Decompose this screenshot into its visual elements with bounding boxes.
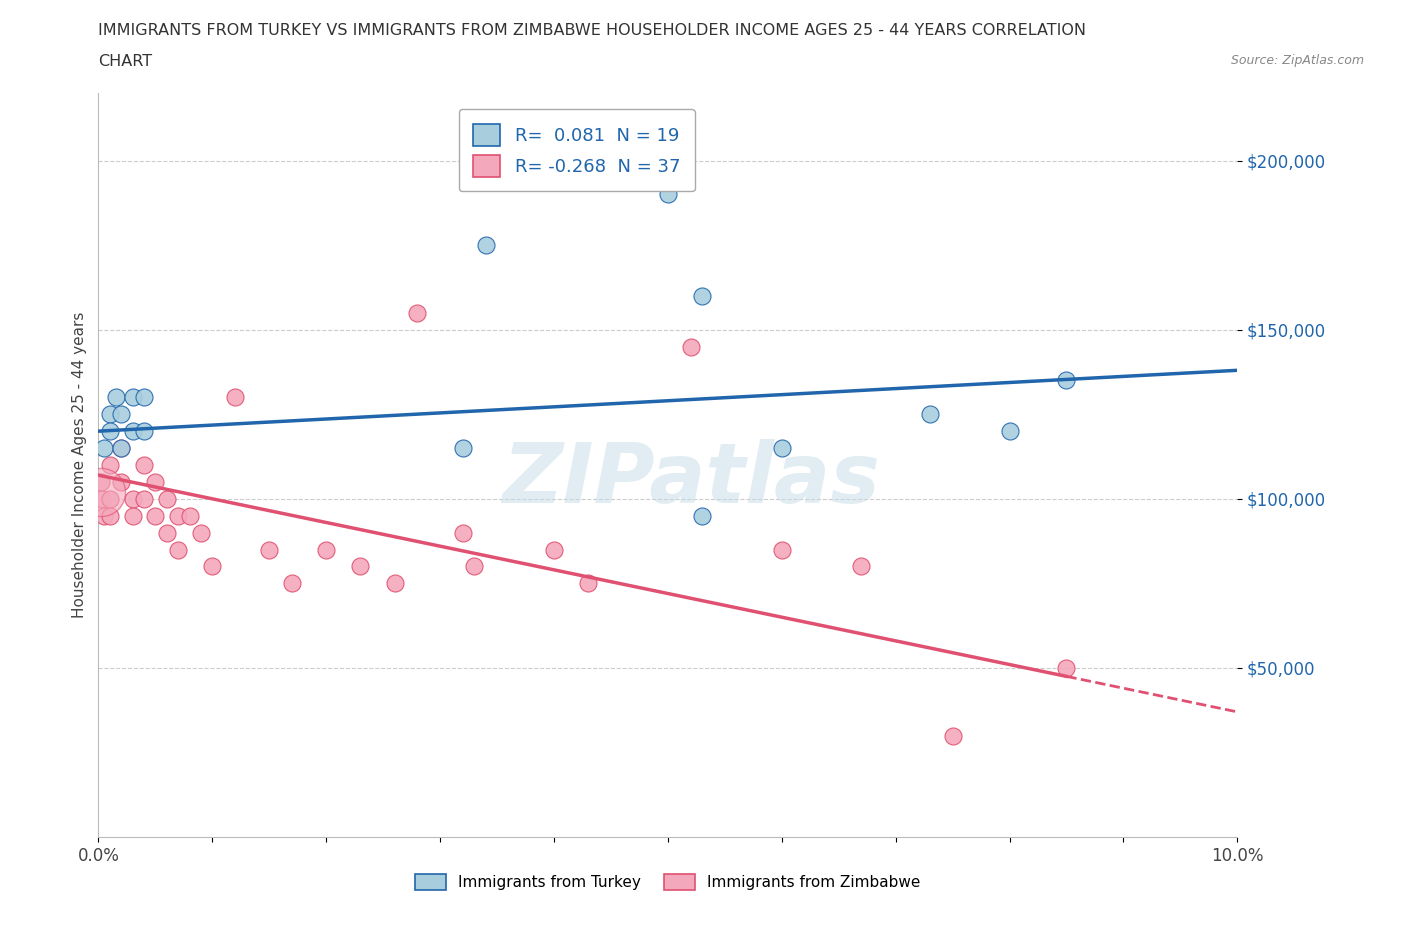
Point	[657, 187, 679, 202]
Point	[98, 509, 121, 524]
Point	[690, 288, 713, 303]
Point	[98, 491, 121, 506]
Point	[104, 390, 127, 405]
Point	[315, 542, 337, 557]
Text: ZIPatlas: ZIPatlas	[502, 439, 880, 521]
Point	[690, 509, 713, 524]
Point	[451, 525, 474, 540]
Point	[110, 406, 132, 421]
Point	[90, 485, 112, 499]
Point	[98, 424, 121, 439]
Point	[201, 559, 224, 574]
Text: CHART: CHART	[98, 54, 152, 69]
Point	[121, 491, 143, 506]
Point	[132, 458, 155, 472]
Point	[281, 576, 304, 591]
Point	[406, 305, 429, 320]
Point	[679, 339, 702, 354]
Point	[942, 728, 965, 743]
Point	[463, 559, 485, 574]
Point	[349, 559, 371, 574]
Point	[93, 441, 115, 456]
Point	[121, 390, 143, 405]
Point	[259, 542, 281, 557]
Point	[770, 542, 793, 557]
Point	[770, 441, 793, 456]
Point	[93, 509, 115, 524]
Point	[190, 525, 212, 540]
Point	[98, 458, 121, 472]
Point	[156, 491, 179, 506]
Point	[121, 424, 143, 439]
Point	[132, 424, 155, 439]
Point	[167, 542, 190, 557]
Point	[156, 525, 179, 540]
Point	[167, 509, 190, 524]
Point	[543, 542, 565, 557]
Point	[998, 424, 1021, 439]
Point	[90, 491, 112, 506]
Point	[110, 441, 132, 456]
Point	[474, 238, 496, 253]
Point	[851, 559, 873, 574]
Text: IMMIGRANTS FROM TURKEY VS IMMIGRANTS FROM ZIMBABWE HOUSEHOLDER INCOME AGES 25 - : IMMIGRANTS FROM TURKEY VS IMMIGRANTS FRO…	[98, 23, 1087, 38]
Point	[132, 390, 155, 405]
Point	[451, 441, 474, 456]
Point	[121, 509, 143, 524]
Point	[110, 474, 132, 489]
Point	[145, 474, 167, 489]
Point	[1056, 373, 1078, 388]
Point	[918, 406, 941, 421]
Point	[132, 491, 155, 506]
Point	[145, 509, 167, 524]
Point	[224, 390, 246, 405]
Point	[90, 474, 112, 489]
Point	[384, 576, 406, 591]
Point	[179, 509, 201, 524]
Point	[98, 406, 121, 421]
Text: Source: ZipAtlas.com: Source: ZipAtlas.com	[1230, 54, 1364, 67]
Legend: Immigrants from Turkey, Immigrants from Zimbabwe: Immigrants from Turkey, Immigrants from …	[409, 868, 927, 897]
Point	[110, 441, 132, 456]
Point	[576, 576, 599, 591]
Y-axis label: Householder Income Ages 25 - 44 years: Householder Income Ages 25 - 44 years	[72, 312, 87, 618]
Point	[1056, 660, 1078, 675]
